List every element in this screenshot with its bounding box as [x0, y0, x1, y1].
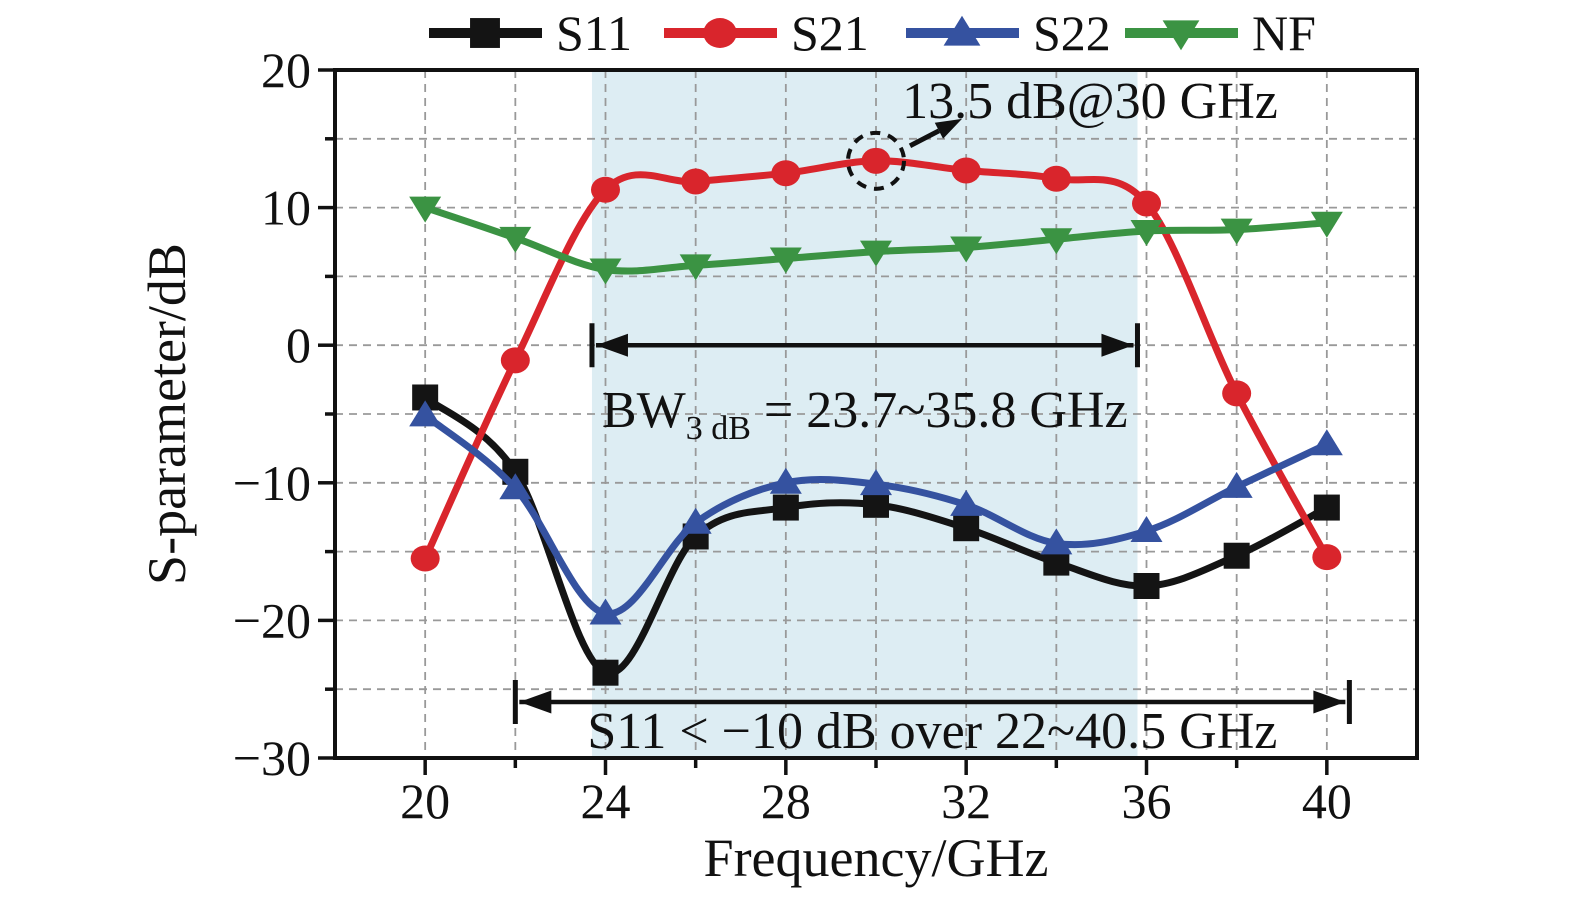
- series-s21: [410, 147, 1342, 572]
- marker-triangle-down: [679, 254, 712, 281]
- s11-range-label: S11 < −10 dB over 22~40.5 GHz: [587, 703, 1277, 760]
- x-tick-label: 32: [941, 773, 991, 829]
- arrow-head: [1313, 690, 1346, 714]
- arrow-head: [519, 690, 552, 714]
- x-tick-label: 36: [1122, 773, 1172, 829]
- marker-square: [953, 515, 980, 542]
- marker-circle: [591, 176, 620, 203]
- x-tick-labels: 20 24 28 32 36 40: [400, 773, 1352, 829]
- marker-triangle-up: [499, 473, 532, 500]
- marker-triangle-up: [769, 467, 802, 494]
- y-tick-label: 20: [261, 42, 311, 98]
- series-s22: [409, 400, 1343, 625]
- marker-triangle-down: [1220, 218, 1253, 245]
- marker-triangle-up: [1310, 429, 1343, 456]
- marker-triangle-down: [860, 240, 892, 267]
- axis-ticks: [318, 68, 1329, 775]
- marker-circle: [1312, 544, 1342, 571]
- marker-circle: [951, 157, 981, 184]
- marker-triangle-down: [409, 196, 442, 223]
- y-tick-label: 10: [261, 180, 311, 236]
- marker-triangle-down: [1040, 228, 1073, 255]
- marker-square: [1313, 494, 1340, 521]
- x-tick-label: 40: [1302, 773, 1352, 829]
- bandwidth-label: BW3 dB = 23.7~35.8 GHz: [602, 382, 1128, 447]
- legend-item-nf: NF: [1125, 5, 1316, 61]
- peak-annotation: 13.5 dB@30 GHz: [846, 73, 1278, 191]
- arrow-head: [1101, 333, 1134, 357]
- marker-triangle-up: [679, 507, 712, 534]
- y-tick-label: −30: [233, 730, 311, 786]
- marker-square: [863, 491, 889, 518]
- marker-triangle-up: [860, 469, 892, 496]
- x-tick-label: 20: [400, 773, 450, 829]
- s11-range-annotation: S11 < −10 dB over 22~40.5 GHz: [512, 680, 1352, 760]
- x-axis-title: Frequency/GHz: [704, 828, 1049, 888]
- legend-label: S21: [791, 5, 869, 61]
- marker-circle: [1222, 380, 1252, 407]
- marker-triangle-up: [589, 598, 622, 625]
- x-tick-label: 24: [581, 773, 631, 829]
- peak-arrow-head: [934, 118, 962, 139]
- y-tick-label: −20: [233, 592, 311, 648]
- marker-triangle-up: [950, 489, 983, 516]
- series-line: [421, 411, 1331, 618]
- marker-square: [1133, 573, 1160, 599]
- marker-circle: [681, 168, 711, 195]
- marker-triangle-down: [1130, 219, 1163, 246]
- y-tick-label: −10: [233, 455, 311, 511]
- marker-square: [772, 494, 799, 521]
- arrow-head: [595, 333, 628, 357]
- marker-triangle-down: [589, 258, 622, 285]
- marker-triangle-up: [1220, 471, 1253, 498]
- marker-circle: [500, 347, 530, 374]
- peak-arrow-line: [908, 128, 941, 149]
- series-line: [421, 394, 1331, 677]
- plot-border: [333, 68, 1419, 760]
- legend-label: NF: [1252, 5, 1316, 61]
- legend-item-s21: S21: [664, 5, 869, 61]
- marker-circle: [703, 18, 737, 48]
- y-tick-label: 0: [286, 317, 311, 373]
- y-tick-labels: 20 10 0 −10 −20 −30: [233, 42, 311, 786]
- peak-label: 13.5 dB@30 GHz: [902, 73, 1278, 130]
- x-tick-label: 28: [761, 773, 811, 829]
- marker-triangle-up: [1040, 528, 1073, 555]
- marker-circle: [1041, 165, 1071, 192]
- legend-label: S11: [556, 5, 632, 61]
- marker-circle: [1132, 190, 1161, 217]
- series-nf: [409, 196, 1343, 285]
- marker-circle: [861, 147, 891, 174]
- series-s11: [412, 384, 1340, 686]
- marker-triangle-up: [409, 400, 442, 427]
- marker-triangle-down: [1310, 211, 1343, 238]
- legend-item-s11: S11: [429, 5, 632, 61]
- marker-triangle-up: [1130, 515, 1163, 542]
- legend-label: S22: [1033, 5, 1111, 61]
- marker-triangle-down: [950, 236, 983, 263]
- legend-item-s22: S22: [906, 5, 1111, 61]
- peak-circle: [846, 130, 906, 191]
- marker-circle: [771, 160, 801, 187]
- bandwidth-annotation: BW3 dB = 23.7~35.8 GHz: [589, 323, 1140, 447]
- marker-square: [1223, 542, 1250, 569]
- marker-triangle-up: [943, 15, 981, 46]
- marker-square: [592, 659, 619, 686]
- marker-triangle-down: [1162, 20, 1200, 51]
- marker-circle: [410, 545, 440, 572]
- marker-triangle-down: [769, 247, 802, 274]
- y-axis-title: S-parameter/dB: [137, 243, 197, 585]
- legend: S11 S21 S22 NF: [429, 5, 1316, 61]
- marker-square: [470, 18, 500, 48]
- marker-triangle-down: [499, 226, 532, 253]
